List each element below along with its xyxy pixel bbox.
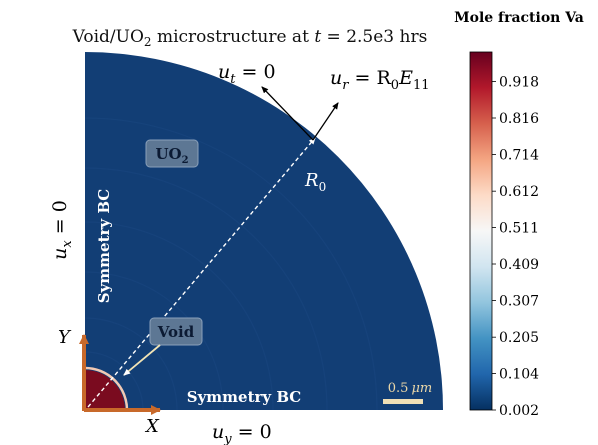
scale-bar [383,399,423,404]
colorbar-tick-label: 0.511 [499,220,539,236]
colorbar-tick-label: 0.816 [499,111,539,127]
void-label-box [149,317,203,346]
void-interface [84,366,129,411]
ut-label: ut = 0 [218,61,276,87]
colorbar-tick-label: 0.918 [499,74,539,90]
ut-arrow [261,86,314,141]
x-axis-label: X [144,416,160,437]
colorbar-tick-label: 0.307 [499,294,539,310]
colorbar-tick-label: 0.612 [499,184,539,200]
uo2-matrix-region [85,52,443,410]
colorbar [469,51,493,411]
chart-title: Void/UO2 microstructure at t = 2.5e3 hrs [72,27,428,49]
ur-arrow [312,102,339,141]
uy-label: uy = 0 [212,421,272,445]
radius-label: R0 [304,170,326,194]
colorbar-tick-label: 0.714 [499,148,539,164]
colorbar-ticks: 0.918 0.816 0.714 0.612 0.511 0.409 0.307 0.205… [492,74,539,419]
uo2-label: UO2 [155,145,188,166]
colorbar-tick-label: 0.409 [499,257,539,273]
uo2-label-box [145,139,199,168]
radius-arrow [87,137,316,408]
bottom-symmetry-label: Symmetry BC [187,388,302,406]
ur-label: ur = R0E11 [330,67,429,93]
y-axis-label: Y [58,327,72,348]
void-region [85,370,125,410]
plot-area [84,52,443,411]
left-symmetry-label: Symmetry BC [95,189,113,304]
colorbar-tick-label: 0.205 [499,330,539,346]
colorbar-tick-label: 0.002 [499,403,539,419]
void-label: Void [157,323,195,341]
scale-bar-label: 0.5 μm [388,381,432,396]
colorbar-label: Mole fraction Va [454,10,584,26]
void-pointer-arrow [123,344,161,376]
colorbar-tick-label: 0.104 [499,366,539,382]
ux-label: ux = 0 [49,200,75,260]
